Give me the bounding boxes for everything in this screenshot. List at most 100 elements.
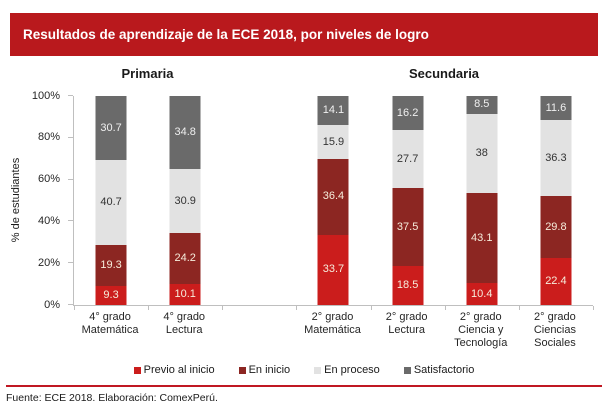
legend-label: En inicio	[248, 364, 291, 376]
legend-item: En proceso	[314, 364, 380, 376]
bar: 9.3 19.3 40.7 30.7	[95, 96, 127, 305]
segment-value-label: 9.3	[103, 288, 119, 301]
legend-item: En inicio	[238, 364, 291, 376]
bar-segment: 30.7	[95, 96, 127, 161]
y-axis-tick	[68, 262, 73, 264]
segment-value-label: 30.7	[100, 121, 122, 134]
bar-segment: 34.8	[169, 96, 201, 169]
bar-segment: 24.2	[169, 233, 201, 284]
bar-slot: 9.3 19.3 40.7 30.7	[74, 96, 148, 305]
bar: 10.1 24.2 30.9 34.8	[169, 96, 201, 305]
category-label: 4° grado Lectura	[147, 311, 221, 350]
segment-value-label: 15.9	[322, 135, 345, 148]
y-axis-label: 20%	[37, 256, 60, 269]
segment-value-label: 16.2	[396, 106, 419, 119]
category-label: 2° grado Matemática	[295, 311, 369, 350]
y-axis-label: 100%	[31, 89, 60, 102]
bar-slot: 10.1 24.2 30.9 34.8	[148, 96, 222, 305]
bar-segment: 16.2	[392, 96, 424, 131]
segment-value-label: 14.1	[322, 104, 345, 117]
y-axis-tick	[68, 304, 73, 305]
segment-value-label: 34.8	[174, 125, 196, 138]
category-label-line: 2° grado	[311, 311, 354, 323]
segment-value-label: 36.3	[545, 151, 567, 164]
bar: 18.5 37.5 27.7 16.2	[392, 96, 424, 305]
x-axis-tick	[296, 306, 298, 310]
bar-slot: 22.4 29.8 36.3 11.6	[519, 96, 593, 305]
segment-value-label: 37.5	[396, 220, 419, 233]
legend-swatch	[403, 366, 411, 374]
category-label: 4° grado Matemática	[73, 311, 147, 350]
group-header-primaria: Primaria	[121, 66, 174, 81]
segment-value-label: 8.5	[474, 98, 490, 111]
category-label	[221, 311, 295, 350]
category-label-line: 2° grado	[385, 311, 428, 323]
bar-slot: 33.7 36.4 15.9 14.1	[296, 96, 370, 305]
segment-value-label: 18.5	[396, 279, 419, 292]
category-label-line: Tecnología	[454, 337, 508, 349]
bar-segment: 8.5	[466, 96, 498, 114]
legend-item: Satisfactorio	[403, 364, 474, 376]
category-label-line: 2° grado	[534, 311, 576, 323]
bar-segment: 37.5	[392, 187, 424, 267]
y-axis-labels: 0% 20% 40% 60% 80% 100%	[0, 90, 60, 311]
category-label-line: Ciencias	[533, 324, 576, 336]
x-axis-tick	[148, 306, 150, 310]
category-label-line: Matemática	[81, 324, 139, 336]
bar-segment: 29.8	[540, 196, 572, 259]
segment-value-label: 24.2	[174, 252, 196, 265]
segment-value-label: 27.7	[396, 152, 419, 165]
bar-segment: 40.7	[95, 160, 127, 246]
bar-segment: 33.7	[317, 234, 349, 305]
source-text: Fuente: ECE 2018. Elaboración: ComexPerú…	[6, 392, 218, 404]
category-label-line: Lectura	[165, 324, 203, 336]
category-label: 2° grado Ciencias Sociales	[518, 311, 592, 350]
y-axis-label: 80%	[37, 131, 60, 144]
bar-slot: 18.5 37.5 27.7 16.2	[371, 96, 445, 305]
bar-segment: 11.6	[540, 96, 572, 121]
category-label: 2° grado Lectura	[370, 311, 444, 350]
bar: 10.4 43.1 38 8.5	[466, 96, 498, 305]
segment-value-label: 33.7	[322, 263, 345, 276]
bar-slot: 10.4 43.1 38 8.5	[445, 96, 519, 305]
legend-swatch	[238, 366, 246, 374]
segment-value-label: 40.7	[100, 196, 122, 209]
bar-segment: 14.1	[317, 96, 349, 126]
bar-segment: 19.3	[95, 245, 127, 286]
x-axis-tick	[370, 306, 372, 310]
bar-segment: 36.4	[317, 158, 349, 235]
bar-segment: 36.3	[540, 120, 572, 197]
plot-area: 9.3 19.3 40.7 30.7 10.1 24.2 30.9 34.8 33.7 36.4 1…	[68, 95, 594, 310]
legend-label: Previo al inicio	[143, 364, 215, 376]
bar-segment: 38	[466, 113, 498, 194]
segment-value-label: 36.4	[322, 190, 345, 203]
bar-segment: 27.7	[392, 130, 424, 188]
segment-value-label: 11.6	[545, 101, 567, 114]
category-label-line: Lectura	[388, 324, 425, 336]
segment-value-label: 22.4	[545, 275, 567, 288]
bar-segment: 43.1	[466, 193, 498, 284]
y-axis-tick	[68, 178, 73, 180]
segment-value-label: 10.1	[174, 287, 196, 300]
legend-swatch	[133, 366, 141, 374]
chart-title: Resultados de aprendizaje de la ECE 2018…	[23, 27, 429, 42]
segment-value-label: 10.4	[471, 287, 493, 300]
legend-swatch	[314, 366, 322, 374]
y-axis-tick	[68, 136, 73, 138]
bar-segment: 18.5	[392, 266, 424, 305]
category-label-line: 2° grado	[459, 311, 502, 323]
y-axis-label: 60%	[37, 173, 60, 186]
bar-segment: 10.4	[466, 283, 498, 305]
bar-slot	[222, 96, 296, 305]
bar-segment: 22.4	[540, 258, 572, 305]
bar-segment: 30.9	[169, 168, 201, 234]
category-label-line: 4° grado	[89, 311, 131, 323]
source-divider	[6, 385, 602, 387]
segment-value-label: 29.8	[545, 220, 567, 233]
category-label-line: Ciencia y	[458, 324, 504, 336]
x-axis-labels: 4° grado Matemática 4° grado Lectura 2° grad…	[73, 311, 592, 350]
legend: Previo al inicio En inicio En proceso Satis…	[0, 364, 608, 376]
y-axis-tick	[68, 95, 73, 96]
x-axis-tick	[74, 306, 75, 310]
